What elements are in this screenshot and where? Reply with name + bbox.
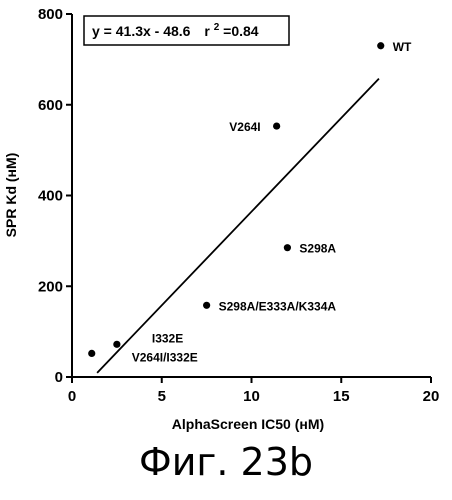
r2-prefix: r: [204, 23, 210, 39]
data-point: [203, 302, 210, 309]
data-point: [113, 341, 120, 348]
r2-value: =0.84: [223, 23, 259, 39]
x-tick-label: 5: [158, 388, 166, 405]
data-point: [377, 42, 384, 49]
figure-caption: Фиг. 23b: [0, 440, 452, 484]
chart-figure: 051015200200400600800 WTV264IS298AS298A/…: [0, 0, 452, 440]
point-label: WT: [393, 40, 412, 54]
point-label: V264I: [229, 120, 260, 134]
y-tick-label: 800: [38, 6, 63, 23]
x-tick-label: 10: [243, 388, 260, 405]
point-label: V264I/I332E: [132, 350, 198, 364]
y-tick-label: 400: [38, 188, 63, 205]
x-tick-label: 15: [333, 388, 350, 405]
r2-superscript: 2: [214, 22, 220, 33]
x-axis-title: AlphaScreen IC50 (нМ): [172, 416, 324, 432]
y-tick-label: 0: [55, 369, 63, 386]
y-tick-label: 200: [38, 278, 63, 295]
data-point: [284, 244, 291, 251]
ticks: 051015200200400600800: [38, 6, 439, 405]
point-label: I332E: [152, 331, 183, 345]
data-point: [88, 350, 95, 357]
point-label: S298A/E333A/K334A: [219, 299, 337, 313]
x-tick-label: 0: [68, 388, 76, 405]
data-point: [273, 122, 280, 129]
x-tick-label: 20: [423, 388, 440, 405]
point-label: S298A: [299, 242, 336, 256]
y-axis-title: SPR Kd (нМ): [3, 153, 19, 238]
equation-box: y = 41.3x - 48.6 r 2 =0.84: [84, 16, 289, 45]
y-tick-label: 600: [38, 97, 63, 114]
points: WT V264I S298A S298A/E333A/K334A I332E V264I/…: [88, 40, 412, 365]
axes: [72, 14, 431, 377]
equation-text: y = 41.3x - 48.6: [92, 23, 191, 39]
